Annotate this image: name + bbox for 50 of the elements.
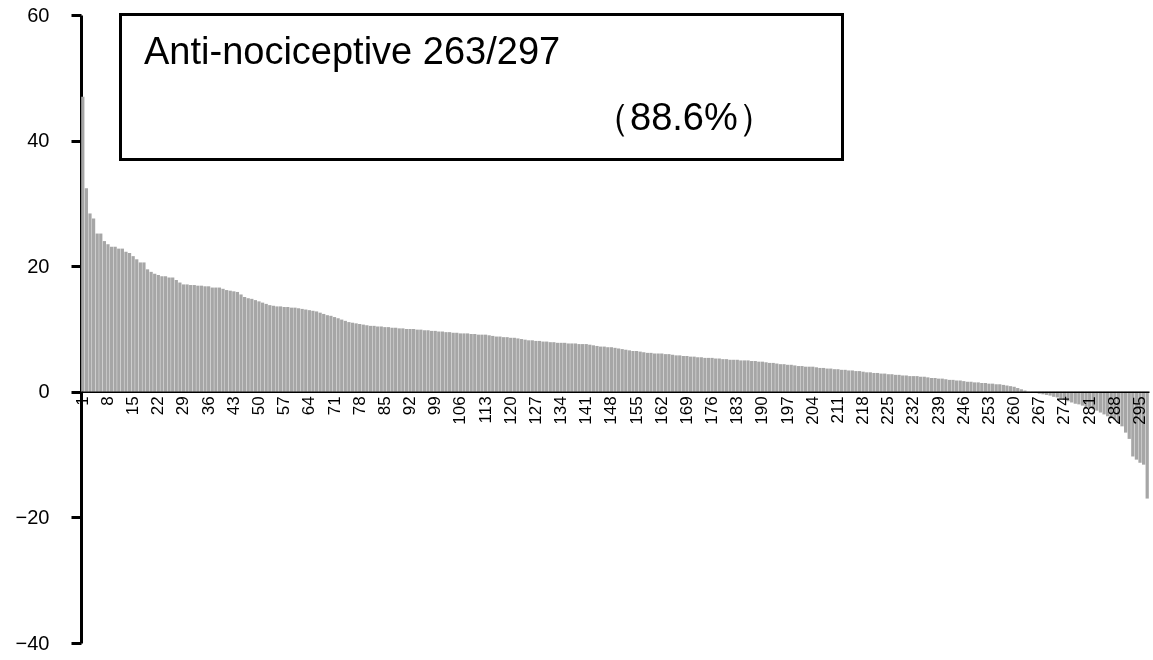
x-tick-label: 218 xyxy=(853,396,873,425)
x-tick-label: 50 xyxy=(249,396,268,416)
x-tick-label: 232 xyxy=(903,396,923,425)
x-tick-label: 43 xyxy=(223,396,243,416)
x-tick-label: 92 xyxy=(400,396,420,416)
x-tick-label: 274 xyxy=(1054,396,1074,425)
x-tick-label: 8 xyxy=(97,396,117,406)
x-tick-label: 148 xyxy=(601,396,621,425)
x-tick-label: 57 xyxy=(274,396,294,416)
x-tick-label: 288 xyxy=(1104,396,1124,425)
x-tick-label: 281 xyxy=(1079,396,1099,425)
x-tick-label: 155 xyxy=(626,396,646,425)
x-tick-label: 190 xyxy=(752,396,772,425)
x-tick-label: 106 xyxy=(450,396,470,425)
x-tick-label: 176 xyxy=(702,396,722,425)
x-tick-label: 253 xyxy=(978,396,998,425)
x-tick-label: 295 xyxy=(1130,396,1150,425)
x-tick-label: 36 xyxy=(198,396,218,416)
x-tick-label: 211 xyxy=(827,396,847,424)
x-tick-label: 162 xyxy=(651,396,671,425)
x-tick-label: 85 xyxy=(374,396,394,416)
y-tick-label: 60 xyxy=(27,3,50,26)
x-tick-label: 120 xyxy=(500,396,520,425)
annotation: （88.6%） xyxy=(592,95,776,140)
y-tick-label: 0 xyxy=(38,380,50,403)
x-tick-label: 64 xyxy=(299,396,319,416)
y-tick-label: 20 xyxy=(27,254,50,277)
x-tick-label: 197 xyxy=(777,396,797,425)
x-tick-label: 71 xyxy=(324,396,344,416)
y-tick-label: −40 xyxy=(15,631,50,654)
x-tick-label: 246 xyxy=(953,396,973,425)
x-tick-label: 239 xyxy=(928,396,948,425)
y-tick-label: 40 xyxy=(27,129,50,152)
x-tick-label: 169 xyxy=(676,396,696,425)
x-tick-label: 141 xyxy=(576,396,596,425)
y-tick-label: −20 xyxy=(15,505,50,528)
x-tick-label: 225 xyxy=(878,396,898,425)
x-tick-label: 22 xyxy=(148,396,168,416)
x-tick-label: 113 xyxy=(475,396,495,424)
x-tick-label: 134 xyxy=(551,396,571,425)
x-tick-label: 15 xyxy=(123,396,143,416)
x-tick-label: 99 xyxy=(425,396,445,416)
x-tick-label: 260 xyxy=(1004,396,1024,425)
x-tick-label: 204 xyxy=(802,396,822,425)
x-tick-label: 183 xyxy=(727,396,747,425)
x-tick-label: 267 xyxy=(1029,396,1049,425)
x-tick-label: 127 xyxy=(525,396,545,425)
annotation: Anti-nociceptive 263/297 xyxy=(144,30,561,73)
x-tick-label: 29 xyxy=(173,396,193,416)
x-tick-label: 78 xyxy=(349,396,369,416)
